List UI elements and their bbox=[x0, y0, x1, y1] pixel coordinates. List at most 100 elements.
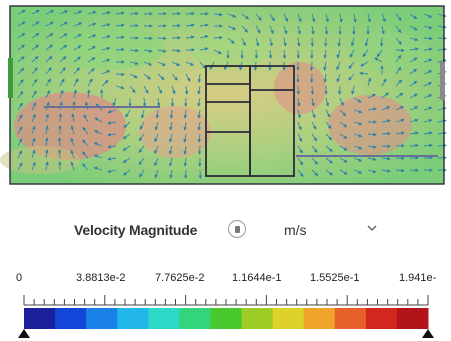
velocity-arrow bbox=[115, 72, 125, 77]
velocity-arrow bbox=[183, 157, 188, 167]
velocity-arrow bbox=[183, 145, 187, 155]
velocity-arrow bbox=[185, 35, 195, 39]
colorbar-swatch bbox=[210, 308, 243, 329]
velocity-arrow bbox=[339, 133, 348, 139]
colorbar-tickmarks bbox=[23, 295, 429, 305]
velocity-arrow bbox=[59, 44, 68, 51]
velocity-arrow bbox=[311, 145, 318, 153]
velocity-arrow bbox=[409, 25, 418, 31]
velocity-arrow bbox=[81, 151, 89, 159]
velocity-arrow bbox=[157, 73, 165, 81]
velocity-arrow bbox=[325, 145, 333, 152]
velocity-arrow bbox=[381, 169, 391, 173]
velocity-arrow bbox=[381, 119, 391, 123]
velocity-arrow bbox=[138, 157, 145, 166]
velocity-arrow bbox=[409, 143, 419, 148]
colorbar-gradient bbox=[24, 308, 429, 329]
velocity-arrow bbox=[381, 78, 387, 87]
velocity-arrow bbox=[94, 117, 103, 123]
colorbar-swatch bbox=[117, 308, 149, 329]
tick-label: 1.1644e-1 bbox=[232, 272, 282, 284]
tick-label: 1.5525e-1 bbox=[310, 272, 360, 284]
colorbar-swatch bbox=[396, 308, 429, 329]
velocity-arrow bbox=[423, 13, 433, 18]
velocity-arrow bbox=[311, 25, 315, 35]
velocity-arrow bbox=[364, 37, 369, 47]
velocity-arrow bbox=[73, 45, 82, 51]
velocity-arrow bbox=[154, 157, 159, 167]
velocity-arrow bbox=[115, 23, 125, 28]
velocity-arrow bbox=[171, 48, 181, 53]
velocity-arrow bbox=[197, 109, 201, 119]
velocity-arrow bbox=[129, 48, 139, 53]
tick-label: 0 bbox=[16, 272, 23, 284]
unit-selector[interactable]: m/s bbox=[284, 222, 307, 238]
velocity-arrow bbox=[17, 138, 23, 147]
velocity-arrow bbox=[129, 23, 139, 28]
velocity-arrow bbox=[339, 145, 348, 151]
velocity-arrow bbox=[31, 44, 40, 51]
velocity-arrow bbox=[353, 145, 363, 150]
chevron-down-icon[interactable] bbox=[366, 222, 378, 234]
colorbar-swatch bbox=[241, 308, 274, 329]
velocity-arrow bbox=[311, 169, 319, 177]
velocity-arrow bbox=[154, 169, 159, 179]
info-circle-icon[interactable] bbox=[228, 220, 246, 238]
velocity-arrow bbox=[297, 109, 302, 119]
velocity-arrow bbox=[17, 56, 25, 63]
velocity-arrow bbox=[409, 37, 419, 42]
velocity-arrow bbox=[115, 85, 125, 90]
velocity-arrow bbox=[367, 77, 372, 87]
velocity-arrow bbox=[129, 61, 139, 66]
velocity-arrow bbox=[227, 13, 237, 18]
velocity-arrow bbox=[17, 44, 26, 51]
velocity-arrow bbox=[107, 121, 117, 125]
velocity-arrow bbox=[169, 169, 173, 179]
velocity-arrow bbox=[31, 101, 37, 111]
flow-visualization[interactable] bbox=[0, 0, 451, 190]
legend-header: Velocity Magnitude m/s bbox=[0, 214, 451, 250]
colorbar-swatch bbox=[272, 308, 305, 329]
velocity-arrow bbox=[395, 66, 402, 75]
velocity-arrow bbox=[87, 68, 95, 75]
velocity-arrow bbox=[311, 109, 316, 119]
velocity-arrow bbox=[409, 57, 418, 63]
velocity-arrow bbox=[197, 85, 201, 95]
velocity-arrow bbox=[311, 97, 315, 107]
velocity-arrow bbox=[93, 130, 103, 135]
velocity-arrow bbox=[395, 13, 402, 22]
colorbar-swatch bbox=[24, 308, 56, 329]
velocity-arrow bbox=[17, 150, 23, 159]
velocity-arrow bbox=[45, 67, 52, 75]
velocity-arrow bbox=[362, 49, 369, 58]
velocity-arrow bbox=[325, 133, 333, 141]
velocity-arrow bbox=[87, 34, 97, 39]
velocity-arrow bbox=[168, 145, 173, 155]
velocity-arrow bbox=[45, 137, 49, 147]
velocity-arrow bbox=[348, 61, 355, 70]
velocity-arrow bbox=[143, 49, 153, 53]
velocity-arrow bbox=[140, 109, 145, 119]
velocity-arrow bbox=[197, 133, 202, 143]
velocity-arrow bbox=[409, 68, 418, 75]
velocity-arrow bbox=[213, 49, 223, 54]
velocity-arrow bbox=[395, 48, 405, 53]
velocity-arrow bbox=[381, 156, 391, 161]
velocity-arrow bbox=[197, 121, 202, 131]
velocity-arrow bbox=[171, 23, 181, 28]
triangle-marker-icon[interactable] bbox=[422, 329, 434, 338]
tick-label: 7.7625e-2 bbox=[155, 272, 205, 284]
velocity-arrow bbox=[70, 125, 75, 135]
velocity-arrow bbox=[169, 121, 173, 131]
velocity-arrow bbox=[197, 145, 202, 155]
velocity-arrow bbox=[73, 10, 83, 15]
velocity-arrow bbox=[31, 67, 38, 75]
colorbar-swatch bbox=[303, 308, 336, 329]
velocity-arrow bbox=[142, 97, 147, 107]
velocity-arrow bbox=[395, 79, 403, 87]
velocity-arrow bbox=[183, 121, 187, 131]
velocity-arrow bbox=[367, 132, 377, 137]
triangle-marker-icon[interactable] bbox=[18, 329, 30, 338]
velocity-arrow bbox=[45, 33, 54, 39]
velocity-arrow bbox=[45, 44, 54, 51]
